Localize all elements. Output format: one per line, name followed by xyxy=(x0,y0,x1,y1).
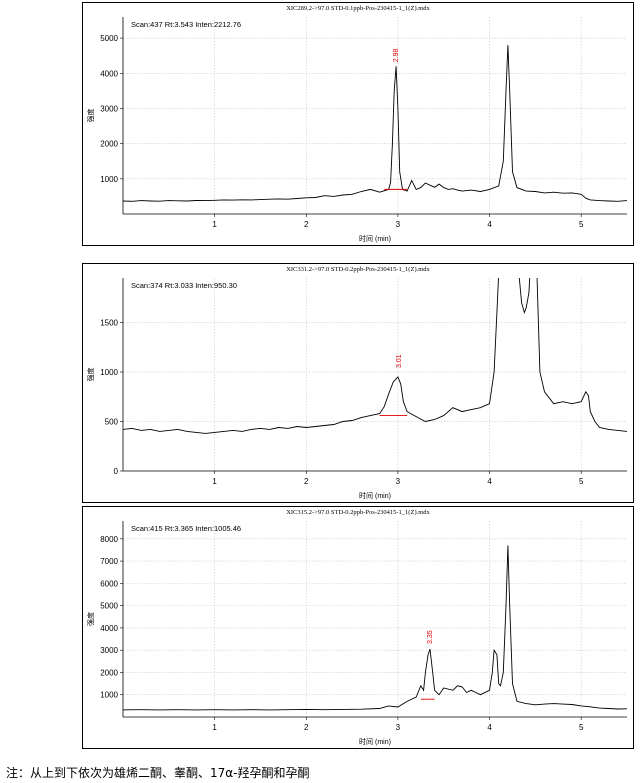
x-tick-label: 4 xyxy=(487,723,492,732)
y-tick-label: 1000 xyxy=(100,368,118,377)
y-tick-label: 500 xyxy=(105,418,119,427)
x-tick-label: 4 xyxy=(487,477,492,486)
chromatogram-trace xyxy=(123,45,627,202)
x-tick-label: 3 xyxy=(396,220,401,229)
y-tick-label: 5000 xyxy=(100,34,118,43)
scan-info: Scan:374 Rt:3.033 Inten:950.30 xyxy=(131,281,237,290)
peak-rt-label: 3.35 xyxy=(427,630,434,644)
y-axis-label: 强度 xyxy=(86,368,95,382)
peak-rt-label: 2.98 xyxy=(393,49,400,63)
y-axis-label: 强度 xyxy=(86,612,95,626)
footnote: 注：从上到下依次为雄烯二酮、睾酮、17α-羟孕酮和孕酮 xyxy=(6,766,310,780)
chromatogram-panel-3: XIC315.2->97.0 STD-0.2ppb-Pos-230415-1_1… xyxy=(82,506,634,749)
x-tick-label: 3 xyxy=(396,477,401,486)
peak-rt-label: 3.01 xyxy=(396,354,403,368)
chromatogram-panel-1: XIC289.2->97.0 STD-0.1ppb-Pos-230415-1_1… xyxy=(82,2,634,246)
chromatogram-panel-2: XIC331.2->97.0 STD-0.2ppb-Pos-230415-1_1… xyxy=(82,263,634,503)
y-axis-label: 强度 xyxy=(86,109,95,123)
x-axis-label: 时间 (min) xyxy=(359,737,391,746)
x-tick-label: 2 xyxy=(304,723,309,732)
y-tick-label: 0 xyxy=(114,467,119,476)
y-tick-label: 6000 xyxy=(100,579,118,588)
y-tick-label: 4000 xyxy=(100,624,118,633)
y-tick-label: 1000 xyxy=(100,691,118,700)
y-tick-label: 8000 xyxy=(100,535,118,544)
x-tick-label: 2 xyxy=(304,477,309,486)
panel-title: XIC289.2->97.0 STD-0.1ppb-Pos-230415-1_1… xyxy=(286,5,430,12)
panel-title: XIC331.2->97.0 STD-0.2ppb-Pos-230415-1_1… xyxy=(286,266,430,273)
y-tick-label: 7000 xyxy=(100,557,118,566)
scan-info: Scan:415 Rt:3.365 Inten:1005.46 xyxy=(131,524,241,533)
chromatogram-svg: 1 2 3 4 5 0 500 1000 1500 时间 (min) 强度 Scan:374 Rt:3… xyxy=(86,278,627,500)
x-tick-label: 5 xyxy=(579,477,584,486)
x-tick-label: 1 xyxy=(212,220,217,229)
x-tick-label: 5 xyxy=(579,723,584,732)
x-tick-label: 4 xyxy=(487,220,492,229)
panel-title: XIC315.2->97.0 STD-0.2ppb-Pos-230415-1_1… xyxy=(286,509,430,516)
y-tick-label: 1000 xyxy=(100,175,118,184)
y-tick-label: 4000 xyxy=(100,69,118,78)
x-tick-label: 3 xyxy=(396,723,401,732)
y-tick-label: 2000 xyxy=(100,668,118,677)
x-tick-label: 5 xyxy=(579,220,584,229)
chromatogram-trace xyxy=(123,545,627,711)
y-tick-label: 3000 xyxy=(100,104,118,113)
y-tick-label: 3000 xyxy=(100,646,118,655)
y-tick-label: 2000 xyxy=(100,140,118,149)
chromatogram-svg: 1 2 3 4 5 1000 2000 3000 4000 5000 6000 7000 8000 时间 … xyxy=(86,521,627,746)
x-tick-label: 1 xyxy=(212,723,217,732)
x-tick-label: 1 xyxy=(212,477,217,486)
y-tick-label: 5000 xyxy=(100,602,118,611)
x-axis-label: 时间 (min) xyxy=(359,234,391,243)
x-tick-label: 2 xyxy=(304,220,309,229)
y-tick-label: 1500 xyxy=(100,319,118,328)
chromatogram-trace xyxy=(123,278,627,434)
x-axis-label: 时间 (min) xyxy=(359,491,391,500)
chromatogram-svg: 1 2 3 4 5 1000 2000 3000 4000 5000 时间 (min) 强度 Scan:… xyxy=(86,17,627,243)
scan-info: Scan:437 Rt:3.543 Inten:2212.76 xyxy=(131,20,241,29)
